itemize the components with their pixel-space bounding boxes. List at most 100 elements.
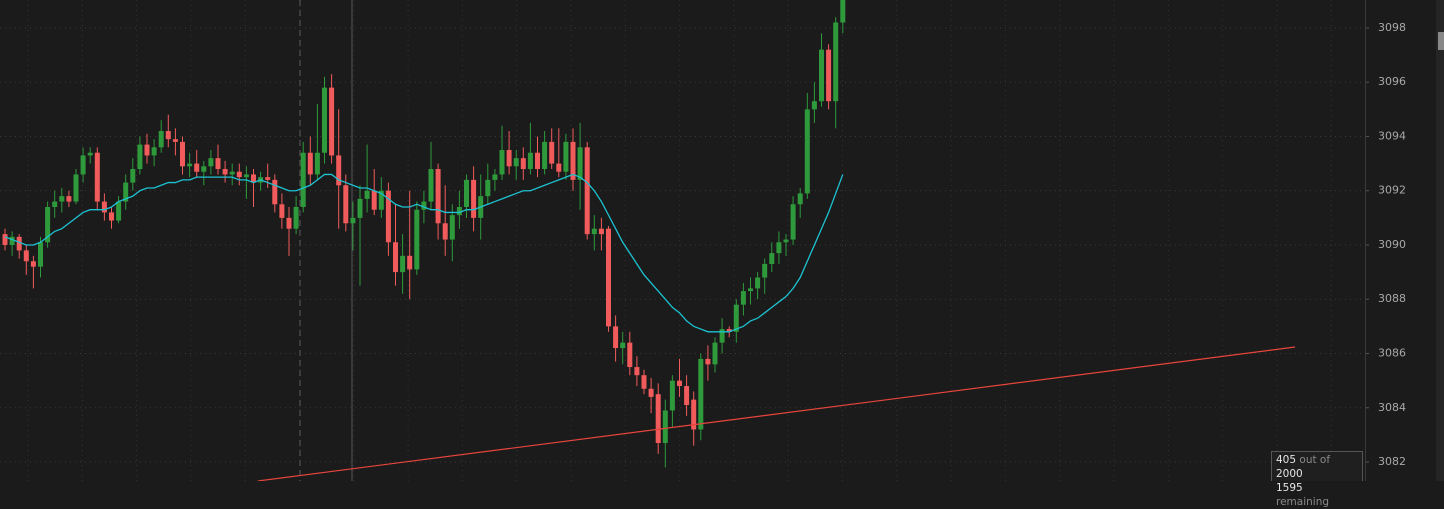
candle-body (101, 201, 107, 213)
candle-body (691, 399, 697, 430)
candle-body (208, 158, 214, 167)
candle-body (613, 326, 619, 349)
counter-box: 405 out of 2000 1595 remaining (1271, 451, 1363, 508)
candle-body (584, 147, 590, 235)
remaining-label: remaining (1276, 496, 1330, 508)
y-tick-label: 3084 (1378, 401, 1406, 414)
candle-body (719, 329, 725, 343)
candle-body (563, 141, 569, 172)
candle-body (449, 215, 455, 240)
candle-body (542, 141, 548, 170)
trendline (257, 346, 1296, 481)
candle-body (634, 367, 640, 376)
candle-body (499, 150, 505, 175)
candle-body (669, 380, 675, 411)
candle-body (662, 410, 668, 444)
candle-body (471, 179, 477, 218)
candle-body (172, 139, 178, 142)
candle-body (350, 217, 356, 224)
candle-body (180, 141, 185, 167)
candle-body (73, 174, 79, 202)
candle-body (87, 152, 93, 156)
candle-body (336, 155, 342, 186)
candle-body (776, 242, 782, 254)
candle-body (733, 304, 739, 332)
candle-body (314, 152, 320, 175)
candle-body (513, 158, 519, 167)
candle-body (322, 87, 327, 153)
candle-body (251, 174, 256, 183)
candle-body (229, 171, 235, 175)
y-tick-label: 3098 (1378, 21, 1406, 34)
candle-body (819, 49, 824, 102)
candle-body (9, 236, 15, 245)
candle-body (783, 239, 789, 243)
candle-body (726, 329, 732, 332)
candle-body (137, 144, 143, 170)
background (0, 0, 1444, 481)
candle-body (165, 131, 171, 140)
candle-body (641, 375, 647, 389)
candle-body (393, 242, 398, 273)
candle-body (556, 163, 562, 172)
candle-body (66, 196, 72, 202)
candle-body (535, 152, 540, 170)
remaining-count: 1595 (1276, 482, 1303, 494)
y-tick-label: 3096 (1378, 75, 1406, 88)
candle-body (570, 141, 576, 180)
candle-body (506, 150, 512, 167)
out-of: out of (1299, 454, 1331, 466)
candle-body (698, 358, 704, 430)
candle-body (414, 209, 420, 270)
candle-body (527, 152, 533, 170)
candle-body (116, 201, 122, 221)
candle-body (23, 250, 29, 262)
chart: 3082 3084 3086 3088 3090 3092 3094 3096 3098 (0, 0, 1444, 481)
candle-body (520, 158, 526, 170)
candle-body (797, 193, 803, 205)
candle-body (833, 22, 839, 102)
candle-body (549, 141, 555, 164)
candle-body (45, 206, 51, 243)
candle-body (442, 223, 448, 240)
candle-body (2, 234, 8, 245)
candle-body (52, 201, 58, 207)
candle-body (790, 204, 796, 240)
remaining-line: 1595 remaining (1276, 481, 1358, 509)
candle-body (648, 388, 654, 397)
total: 2000 (1276, 468, 1303, 480)
candle-body (826, 49, 832, 102)
candle-body (435, 169, 441, 224)
side-button[interactable] (1438, 32, 1444, 50)
candle-body (158, 131, 164, 148)
candle-body (762, 263, 768, 278)
candle-body (400, 255, 406, 273)
y-tick-label: 3090 (1378, 238, 1406, 251)
candle-body (201, 166, 207, 172)
counter-line: 405 out of 2000 (1276, 453, 1358, 481)
y-tick-label: 3094 (1378, 129, 1406, 142)
y-tick-label: 3086 (1378, 346, 1406, 359)
candle-body (598, 228, 604, 235)
candle-body (222, 169, 228, 175)
candle-body (38, 242, 43, 267)
y-tick-label: 3092 (1378, 184, 1406, 197)
candle-body (151, 147, 157, 156)
candle-body (80, 155, 86, 175)
candle-body (187, 163, 193, 167)
candle-body (59, 196, 65, 202)
y-tick-label: 3088 (1378, 292, 1406, 305)
candle-body (712, 342, 718, 365)
candle-body (194, 163, 200, 172)
candle-body (407, 255, 413, 270)
candle-body (769, 253, 775, 264)
candle-body (357, 198, 363, 218)
candle-body (286, 217, 292, 229)
candle-body (300, 152, 306, 207)
candle-body (804, 109, 810, 194)
candle-body (464, 179, 469, 207)
candle-body (130, 169, 136, 183)
candle-body (811, 101, 817, 110)
candle-body (428, 169, 434, 202)
side-panel (1436, 0, 1444, 481)
